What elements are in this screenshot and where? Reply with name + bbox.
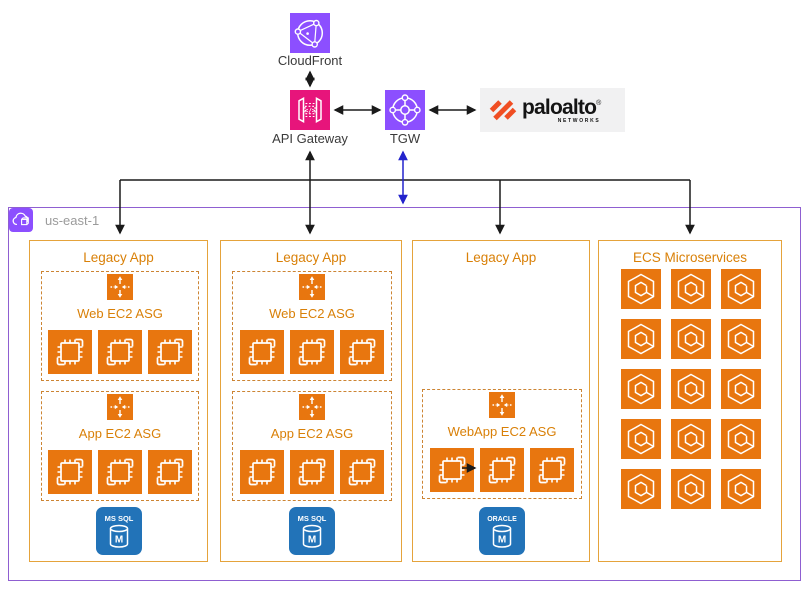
app-ec2-asg-group: App EC2 ASG bbox=[41, 391, 199, 501]
svg-text:MS SQL: MS SQL bbox=[298, 514, 327, 523]
ec2-instance-icon bbox=[340, 450, 384, 494]
region-us-east-1: us-east-1 bbox=[8, 207, 801, 581]
paloalto-logo-icon bbox=[489, 100, 517, 121]
app-ec2-asg-group: App EC2 ASG bbox=[232, 391, 392, 501]
ecs-service-icon bbox=[621, 419, 661, 459]
ecs-service-icon bbox=[671, 269, 711, 309]
ec2-instance-icon bbox=[430, 448, 474, 492]
ec2-instance-row bbox=[48, 330, 192, 374]
ecs-service-icon bbox=[671, 369, 711, 409]
ec2-instance-row bbox=[430, 448, 574, 492]
ecs-service-icon bbox=[621, 319, 661, 359]
ecs-service-icon bbox=[671, 469, 711, 509]
legacy-app-1-container: Legacy App Web EC2 ASG App EC2 ASG MS SQ… bbox=[29, 240, 208, 562]
svg-text:</>: </> bbox=[305, 107, 316, 114]
mssql-database-icon: MS SQL M bbox=[289, 507, 335, 555]
oracle-database-icon: ORACLE M bbox=[479, 507, 525, 555]
ec2-instance-row bbox=[48, 450, 192, 494]
svg-text:MS SQL: MS SQL bbox=[105, 514, 134, 523]
ec2-instance-icon bbox=[148, 450, 192, 494]
region-label: us-east-1 bbox=[45, 213, 100, 228]
web-ec2-asg-group: Web EC2 ASG bbox=[232, 271, 392, 381]
ec2-instance-icon bbox=[290, 330, 334, 374]
asg-group-label: App EC2 ASG bbox=[78, 426, 162, 441]
ecs-microservices-title: ECS Microservices bbox=[632, 250, 748, 265]
cloudfront-icon bbox=[290, 13, 330, 53]
asg-group-label: Web EC2 ASG bbox=[77, 306, 163, 321]
legacy-app-2-title: Legacy App bbox=[275, 250, 347, 265]
ec2-instance-icon bbox=[480, 448, 524, 492]
ec2-instance-icon bbox=[98, 450, 142, 494]
svg-text:ORACLE: ORACLE bbox=[487, 516, 517, 523]
legacy-app-3-title: Legacy App bbox=[465, 250, 537, 265]
ec2-instance-icon bbox=[240, 450, 284, 494]
asg-group-label: WebApp EC2 ASG bbox=[447, 424, 557, 439]
ec2-instance-icon bbox=[98, 330, 142, 374]
autoscaling-icon bbox=[107, 394, 133, 420]
paloalto-registered-mark: ® bbox=[596, 99, 601, 107]
svg-text:M: M bbox=[498, 535, 506, 546]
ec2-instance-icon bbox=[48, 450, 92, 494]
ecs-service-icon bbox=[671, 319, 711, 359]
svg-text:M: M bbox=[115, 535, 123, 546]
asg-group-label: Web EC2 ASG bbox=[269, 306, 355, 321]
legacy-app-1-title: Legacy App bbox=[83, 250, 154, 265]
ecs-microservices-container: ECS Microservices bbox=[598, 240, 782, 562]
cloudfront-label: CloudFront bbox=[277, 53, 343, 68]
ecs-service-icon bbox=[721, 269, 761, 309]
legacy-app-3-container: Legacy App WebApp EC2 ASG ORACLE M bbox=[412, 240, 590, 562]
ecs-service-icon bbox=[621, 469, 661, 509]
api-gateway-icon: </> bbox=[290, 90, 330, 130]
webapp-ec2-asg-group: WebApp EC2 ASG bbox=[422, 389, 582, 499]
mssql-database-icon: MS SQL M bbox=[96, 507, 142, 555]
asg-group-label: App EC2 ASG bbox=[270, 426, 354, 441]
autoscaling-icon bbox=[107, 274, 133, 300]
ec2-instance-row bbox=[240, 450, 384, 494]
ecs-service-icon bbox=[621, 369, 661, 409]
paloalto-networks-text: NETWORKS bbox=[557, 117, 601, 124]
ecs-service-grid bbox=[621, 269, 761, 509]
transit-gateway-icon bbox=[385, 90, 425, 130]
autoscaling-icon bbox=[299, 394, 325, 420]
aws-cloud-icon bbox=[9, 208, 33, 232]
autoscaling-icon bbox=[299, 274, 325, 300]
paloalto-networks-node: paloalto® NETWORKS bbox=[480, 88, 625, 132]
ec2-instance-icon bbox=[290, 450, 334, 494]
ec2-instance-row bbox=[240, 330, 384, 374]
web-ec2-asg-group: Web EC2 ASG bbox=[41, 271, 199, 381]
api-gateway-label: API Gateway bbox=[272, 131, 348, 146]
ecs-service-icon bbox=[721, 419, 761, 459]
ecs-service-icon bbox=[721, 469, 761, 509]
ecs-service-icon bbox=[721, 369, 761, 409]
paloalto-wordmark: paloalto® NETWORKS bbox=[522, 95, 601, 124]
paloalto-brand-text: paloalto bbox=[522, 95, 597, 119]
ec2-instance-icon bbox=[148, 330, 192, 374]
ec2-instance-icon bbox=[240, 330, 284, 374]
ecs-service-icon bbox=[671, 419, 711, 459]
autoscaling-icon bbox=[489, 392, 515, 418]
ecs-service-icon bbox=[621, 269, 661, 309]
svg-text:M: M bbox=[308, 535, 316, 546]
ecs-service-icon bbox=[721, 319, 761, 359]
ec2-instance-icon bbox=[48, 330, 92, 374]
legacy-app-2-container: Legacy App Web EC2 ASG App EC2 ASG MS SQ… bbox=[220, 240, 402, 562]
ec2-instance-icon bbox=[530, 448, 574, 492]
tgw-label: TGW bbox=[389, 131, 421, 146]
ec2-instance-icon bbox=[340, 330, 384, 374]
